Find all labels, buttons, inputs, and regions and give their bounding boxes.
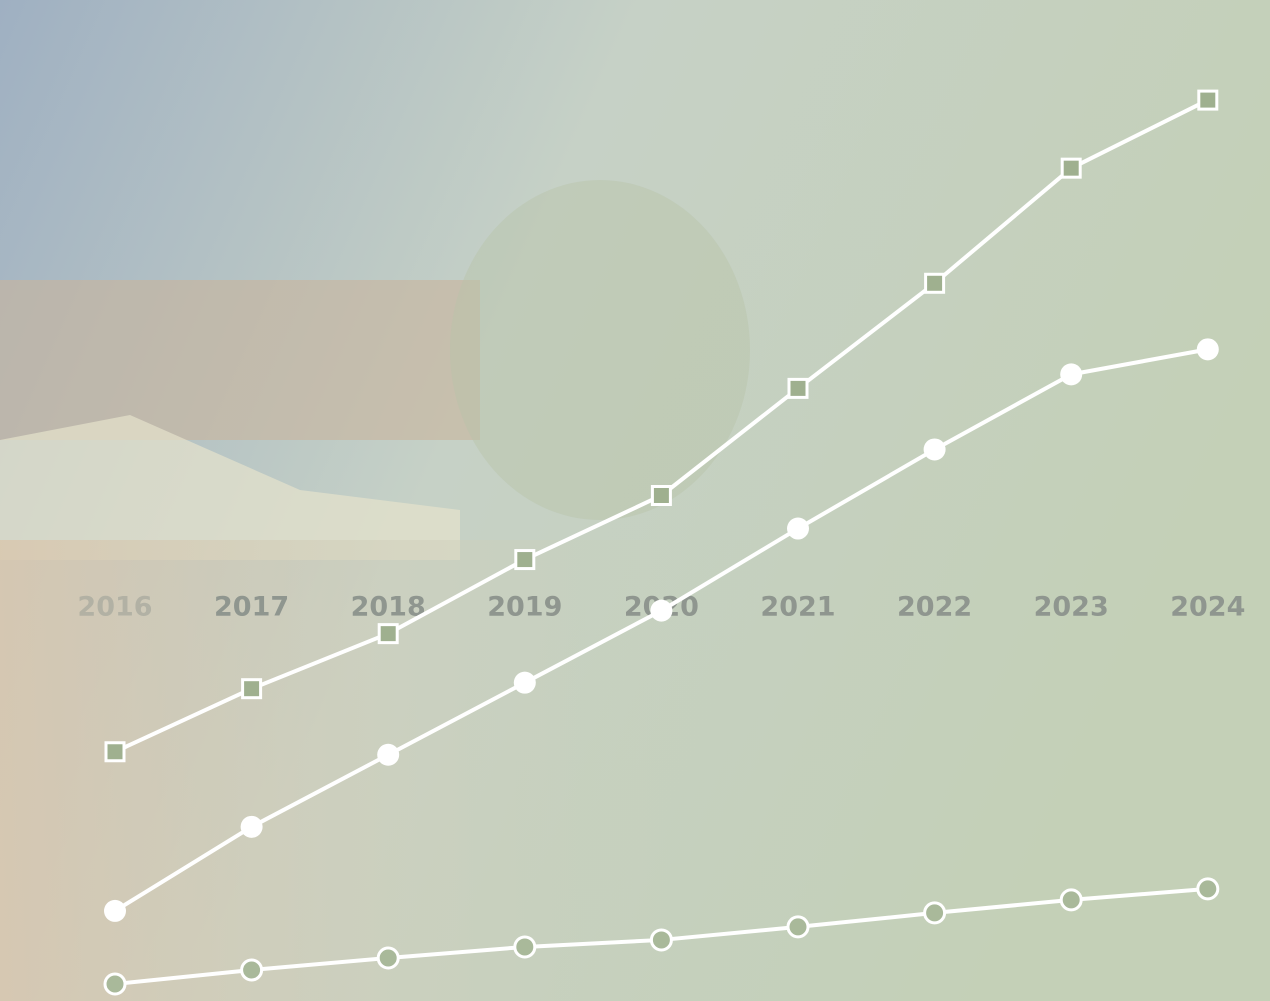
marker bbox=[377, 623, 399, 645]
marker bbox=[104, 899, 126, 922]
x-tick-label: 2024 bbox=[1170, 592, 1245, 623]
x-tick-label: 2022 bbox=[897, 592, 972, 623]
marker bbox=[924, 272, 946, 294]
building bbox=[0, 280, 480, 440]
marker bbox=[650, 599, 673, 622]
marker bbox=[513, 671, 536, 694]
marker bbox=[240, 815, 263, 838]
marker bbox=[376, 946, 400, 970]
marker bbox=[1196, 338, 1219, 361]
marker bbox=[649, 928, 673, 952]
x-tick-label: 2017 bbox=[214, 592, 289, 623]
marker bbox=[240, 958, 264, 982]
marker bbox=[923, 901, 947, 925]
tent bbox=[0, 415, 460, 560]
marker bbox=[103, 972, 127, 996]
marker bbox=[513, 935, 537, 959]
marker bbox=[514, 549, 536, 571]
marker bbox=[1197, 89, 1219, 111]
marker bbox=[1060, 157, 1082, 179]
x-tick-label: 2018 bbox=[351, 592, 426, 623]
x-tick-label: 2021 bbox=[760, 592, 835, 623]
marker bbox=[650, 484, 672, 506]
marker bbox=[377, 743, 400, 766]
trees bbox=[450, 180, 750, 520]
crowd bbox=[0, 540, 760, 1001]
marker bbox=[923, 438, 946, 461]
x-tick-label: 2019 bbox=[487, 592, 562, 623]
marker bbox=[787, 377, 809, 399]
marker bbox=[241, 678, 263, 700]
x-tick-label: 2023 bbox=[1034, 592, 1109, 623]
marker bbox=[786, 915, 810, 939]
marker bbox=[104, 741, 126, 763]
marker bbox=[1060, 363, 1083, 386]
marker bbox=[787, 517, 809, 540]
marker bbox=[1059, 888, 1083, 912]
marker bbox=[1196, 877, 1220, 901]
x-tick-label: 2016 bbox=[77, 592, 152, 623]
